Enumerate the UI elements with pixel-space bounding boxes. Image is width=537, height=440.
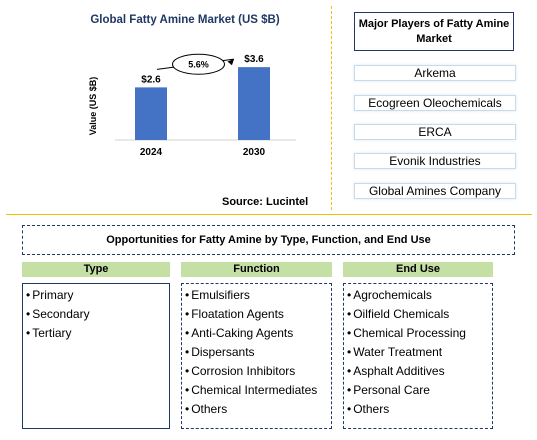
- player-item: Evonik Industries: [354, 153, 516, 169]
- list-item-label: Corrosion Inhibitors: [191, 364, 296, 378]
- list-item-label: Others: [353, 402, 390, 416]
- list-item: • Asphalt Additives: [347, 362, 492, 381]
- bullet-icon: •: [185, 288, 190, 302]
- list-item: • Chemical Processing: [347, 324, 492, 343]
- list-item-label: Floatation Agents: [191, 307, 284, 321]
- bar-2024: [135, 87, 167, 140]
- list-item: • Dispersants: [185, 343, 331, 362]
- enduse-list: • Agrochemicals • Oilfield Chemicals • Chemic…: [343, 283, 493, 429]
- list-item: • Others: [185, 400, 331, 419]
- type-header: Type: [22, 262, 170, 277]
- growth-label: 5.6%: [188, 59, 209, 69]
- list-item-label: Dispersants: [191, 345, 255, 359]
- chart-title: Global Fatty Amine Market (US $B): [90, 14, 280, 26]
- type-list: • Primary • Secondary • Tertiary: [22, 283, 170, 429]
- list-item: • Secondary: [26, 305, 169, 324]
- growth-ellipse: [172, 53, 225, 75]
- list-item: • Emulsifiers: [185, 286, 331, 305]
- bullet-icon: •: [347, 345, 352, 359]
- bullet-icon: •: [185, 364, 190, 378]
- bullet-icon: •: [185, 326, 190, 340]
- player-item: ERCA: [354, 124, 516, 140]
- players-title: Major Players of Fatty Amine Market: [354, 12, 514, 51]
- list-item: • Others: [347, 400, 492, 419]
- list-item-label: Oilfield Chemicals: [353, 307, 450, 321]
- bullet-icon: •: [347, 326, 352, 340]
- list-item-label: Anti-Caking Agents: [191, 326, 294, 340]
- list-item-label: Others: [191, 402, 228, 416]
- opportunities-title: Opportunities for Fatty Amine by Type, F…: [22, 225, 515, 255]
- data-label: $2.6: [141, 74, 161, 85]
- bullet-icon: •: [347, 364, 352, 378]
- player-item: Global Amines Company: [354, 183, 516, 199]
- list-item: • Anti-Caking Agents: [185, 324, 331, 343]
- list-item-label: Tertiary: [32, 326, 72, 340]
- arrow-head-icon: [227, 59, 235, 66]
- bullet-icon: •: [185, 402, 190, 416]
- list-item-label: Personal Care: [353, 383, 430, 397]
- list-item-label: Chemical Intermediates: [191, 383, 318, 397]
- list-item-label: Water Treatment: [353, 345, 443, 359]
- list-item: • Floatation Agents: [185, 305, 331, 324]
- bullet-icon: •: [347, 402, 352, 416]
- x-tick-label: 2024: [140, 147, 163, 158]
- x-tick-label: 2030: [243, 147, 266, 158]
- function-list: • Emulsifiers • Floatation Agents • Anti-Caki…: [181, 283, 332, 429]
- list-item: • Oilfield Chemicals: [347, 305, 492, 324]
- horizontal-divider: [6, 214, 532, 215]
- bullet-icon: •: [185, 307, 190, 321]
- vertical-divider: [331, 6, 332, 210]
- list-item-label: Secondary: [32, 307, 90, 321]
- list-item-label: Emulsifiers: [191, 288, 250, 302]
- y-axis-label: Value (US $B): [88, 77, 98, 136]
- bar-chart: Value (US $B) $2.6 2024 $3.6 2030 5.6%: [88, 53, 296, 158]
- bullet-icon: •: [26, 307, 31, 321]
- list-item-label: Asphalt Additives: [353, 364, 445, 378]
- player-item: Ecogreen Oleochemicals: [354, 95, 516, 111]
- bullet-icon: •: [26, 288, 31, 302]
- bullet-icon: •: [347, 383, 352, 397]
- list-item-label: Primary: [32, 288, 74, 302]
- bullet-icon: •: [347, 307, 352, 321]
- list-item: • Personal Care: [347, 381, 492, 400]
- list-item: • Agrochemicals: [347, 286, 492, 305]
- list-item-label: Agrochemicals: [353, 288, 432, 302]
- bullet-icon: •: [26, 326, 31, 340]
- list-item: • Tertiary: [26, 324, 169, 343]
- data-label: $3.6: [244, 54, 264, 65]
- function-header: Function: [181, 262, 332, 277]
- source-note: Source: Lucintel: [222, 196, 309, 208]
- bullet-icon: •: [347, 288, 352, 302]
- list-item-label: Chemical Processing: [353, 326, 466, 340]
- bar-2030: [238, 67, 270, 140]
- list-item: • Water Treatment: [347, 343, 492, 362]
- list-item: • Chemical Intermediates: [185, 381, 331, 400]
- list-item: • Corrosion Inhibitors: [185, 362, 331, 381]
- list-item: • Primary: [26, 286, 169, 305]
- enduse-header: End Use: [343, 262, 493, 277]
- bullet-icon: •: [185, 383, 190, 397]
- player-item: Arkema: [354, 65, 516, 81]
- bullet-icon: •: [185, 345, 190, 359]
